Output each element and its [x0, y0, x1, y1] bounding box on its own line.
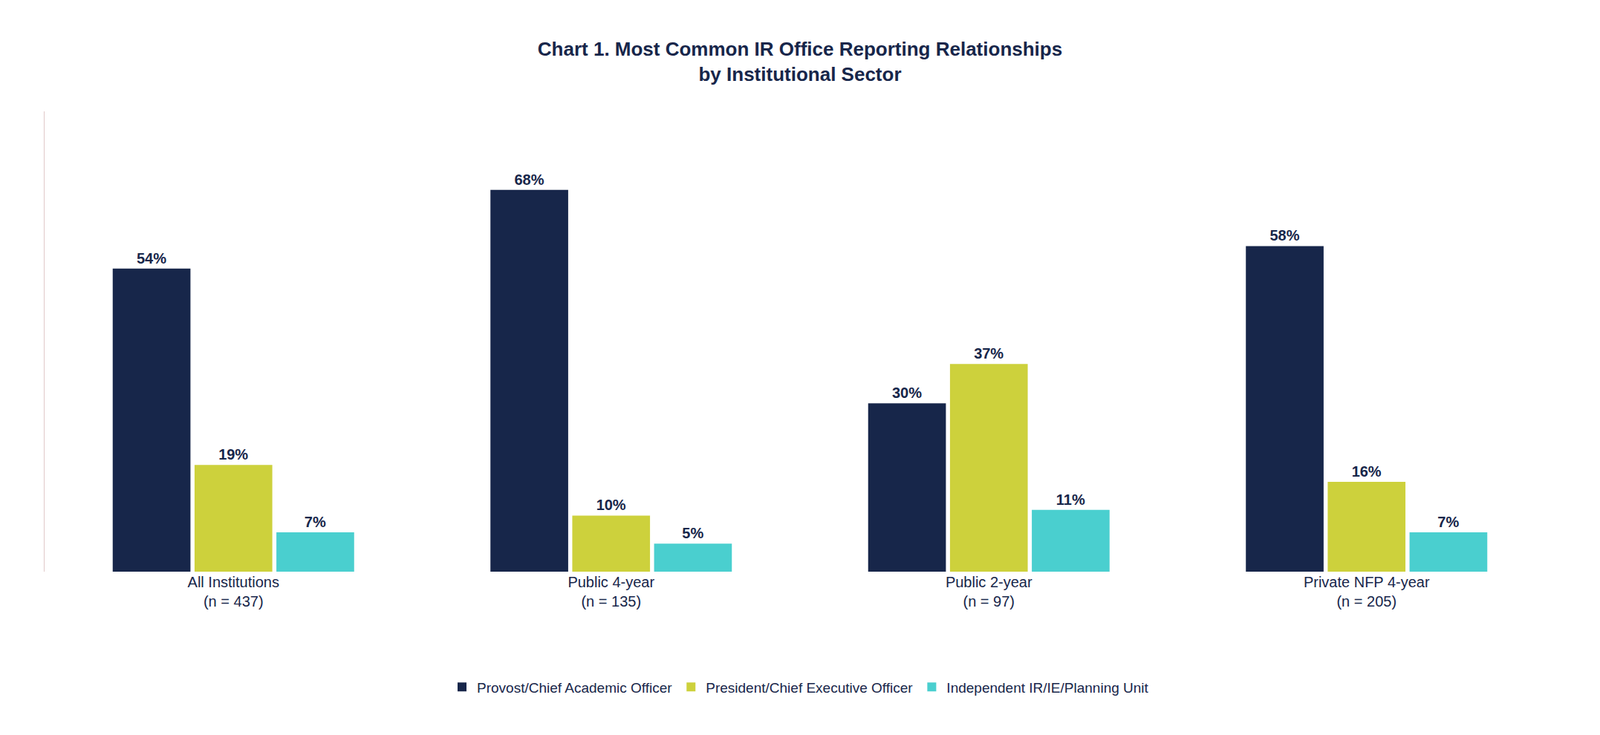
svg-text:19%: 19% — [218, 446, 249, 463]
svg-text:Provost/Chief Academic Officer: Provost/Chief Academic Officer — [476, 680, 673, 697]
svg-text:Chart 1. Most Common IR Office: Chart 1. Most Common IR Office Reporting… — [537, 37, 1063, 86]
svg-text:30%: 30% — [892, 384, 922, 402]
svg-text:Public 2-year(n = 97): Public 2-year(n = 97) — [945, 574, 1033, 610]
svg-text:37%: 37% — [973, 345, 1004, 362]
svg-text:All Institutions(n = 437): All Institutions(n = 437) — [187, 574, 280, 610]
svg-text:58%: 58% — [1269, 227, 1300, 244]
svg-text:President/Chief Executive Offi: President/Chief Executive Officer — [705, 680, 913, 697]
svg-text:16%: 16% — [1351, 463, 1382, 480]
svg-text:Private NFP 4-year(n = 205): Private NFP 4-year(n = 205) — [1303, 574, 1430, 610]
svg-text:54%: 54% — [136, 250, 167, 267]
svg-text:5%: 5% — [681, 525, 704, 542]
svg-text:Public 4-year(n = 135): Public 4-year(n = 135) — [567, 574, 655, 610]
svg-text:68%: 68% — [514, 171, 544, 188]
svg-text:7%: 7% — [304, 514, 327, 531]
svg-text:10%: 10% — [596, 496, 627, 514]
svg-text:11%: 11% — [1056, 491, 1086, 509]
svg-text:7%: 7% — [1437, 514, 1459, 531]
svg-text:Independent IR/IE/Planning Uni: Independent IR/IE/Planning Unit — [946, 680, 1149, 697]
